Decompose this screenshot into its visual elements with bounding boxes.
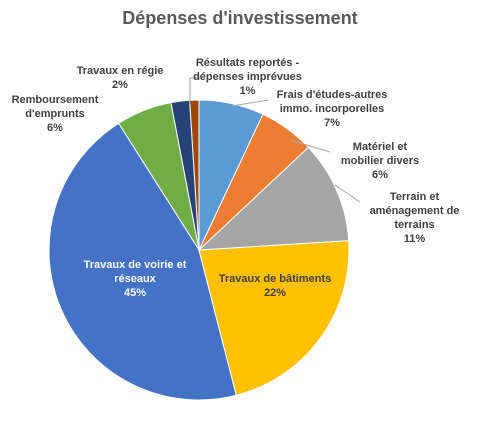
leader-line [289,139,331,153]
slice-name: Remboursement d'emprunts [11,94,99,120]
pie-slice [198,240,350,396]
slice-value: 7% [324,117,340,129]
pie-label: Matériel et mobilier divers 6% [330,140,430,182]
pie-label: Travaux de bâtiments 22% [205,272,345,300]
slice-name: Travaux de voirie et réseaux [83,259,187,285]
pie-slice [197,146,350,251]
slice-name: Résultats reportés - dépenses imprévues [193,57,302,83]
slice-value: 6% [47,122,63,134]
leader-lines [189,77,361,203]
pie-label: Frais d'études-autres immo. incorporelle… [262,88,402,130]
pie-slice [48,122,237,401]
slice-name: Travaux de bâtiments [218,273,332,285]
slice-name: Travaux en régie [76,65,164,77]
slice-value: 2% [112,79,128,91]
pie-label: Travaux de voirie et réseaux 45% [70,258,200,300]
slice-name: Frais d'études-autres immo. incorporelle… [276,89,388,115]
leader-line [231,99,269,107]
pie-slice [198,99,264,251]
slice-value: 1% [239,85,256,97]
slice-name: Matériel et mobilier divers [340,141,420,167]
chart-title: Dépenses d'investissement [122,8,358,28]
slice-value: 45% [123,287,147,299]
pie-label: Travaux en régie 2% [70,64,170,92]
slice-name: Terrain et aménagement de terrains [369,191,460,231]
pie-label: Résultats reportés - dépenses imprévues 1… [175,56,320,98]
leader-line [334,184,361,203]
slice-value: 22% [263,287,287,299]
slice-value: 6% [372,169,388,181]
pie-label: Remboursement d'emprunts 6% [5,93,105,135]
slice-value: 11% [403,233,426,245]
pie-label: Terrain et aménagement de terrains 11% [352,190,477,246]
